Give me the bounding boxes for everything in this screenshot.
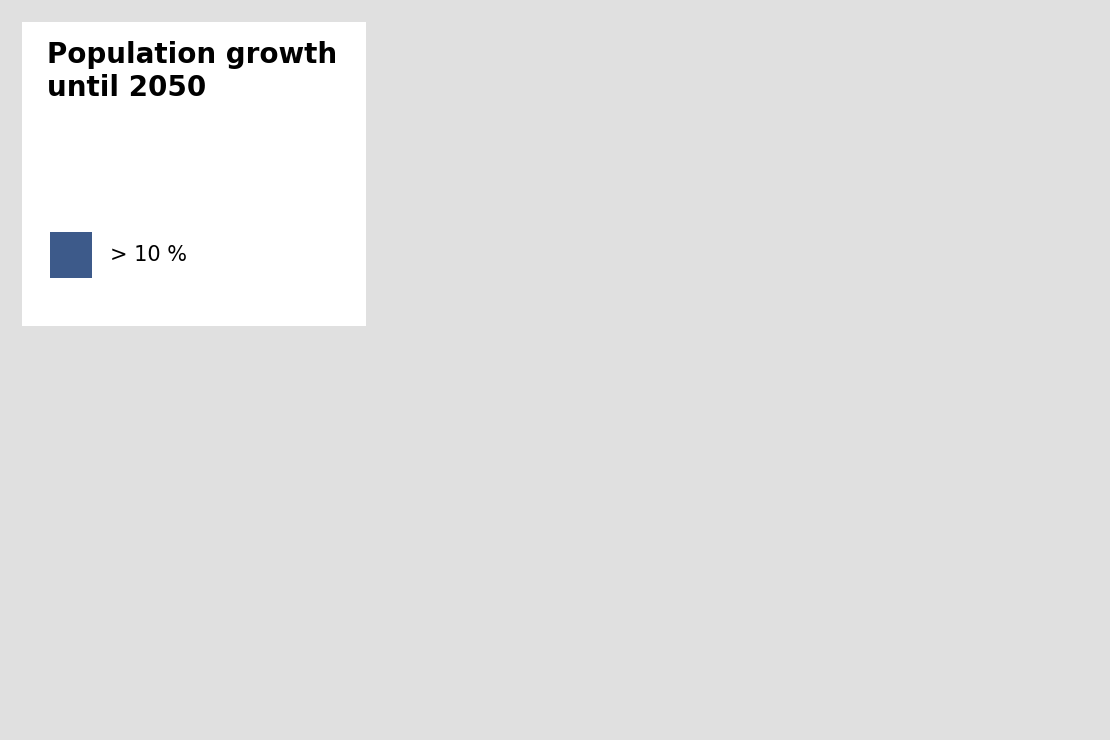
FancyBboxPatch shape: [50, 232, 92, 278]
Text: Population growth
until 2050: Population growth until 2050: [47, 41, 336, 102]
Text: > 10 %: > 10 %: [110, 244, 186, 265]
FancyBboxPatch shape: [22, 22, 366, 326]
